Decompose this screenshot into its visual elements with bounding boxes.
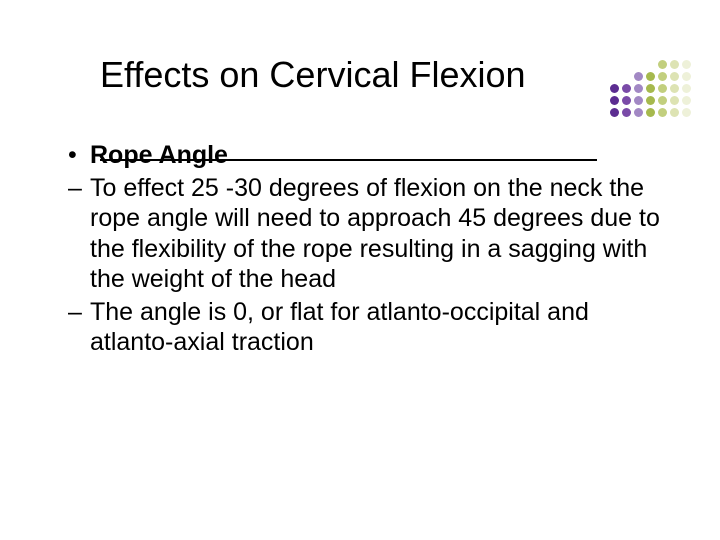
dot-icon — [610, 108, 619, 117]
dot-icon — [658, 84, 667, 93]
dash-text: The angle is 0, or flat for atlanto-occi… — [90, 297, 663, 358]
dot-icon — [634, 72, 643, 81]
dot-icon — [670, 108, 679, 117]
dot-icon — [634, 108, 643, 117]
dash-text: To effect 25 -30 degrees of flexion on t… — [90, 173, 663, 295]
dot-icon — [670, 60, 679, 69]
dot-icon — [682, 84, 691, 93]
dot-icon — [622, 96, 631, 105]
dot-icon — [682, 108, 691, 117]
dot-icon — [646, 96, 655, 105]
decorative-dot-grid — [610, 60, 692, 118]
bullet-item: • Rope Angle — [68, 140, 663, 171]
dot-icon — [610, 96, 619, 105]
dot-icon — [658, 72, 667, 81]
slide: Effects on Cervical Flexion • Rope Angle… — [0, 0, 720, 540]
dot-icon — [646, 84, 655, 93]
slide-title: Effects on Cervical Flexion — [100, 54, 620, 96]
dot-icon — [670, 72, 679, 81]
dot-icon — [658, 108, 667, 117]
dot-icon — [670, 96, 679, 105]
dot-icon — [646, 72, 655, 81]
dot-icon — [658, 96, 667, 105]
dot-icon — [646, 108, 655, 117]
dash-symbol: – — [68, 297, 90, 358]
dot-icon — [682, 72, 691, 81]
dot-icon — [634, 96, 643, 105]
dash-symbol: – — [68, 173, 90, 295]
bullet-heading: Rope Angle — [90, 140, 228, 171]
dot-icon — [622, 108, 631, 117]
dot-icon — [610, 84, 619, 93]
dot-icon — [670, 84, 679, 93]
dot-icon — [622, 84, 631, 93]
dot-icon — [634, 84, 643, 93]
dot-icon — [682, 60, 691, 69]
bullet-symbol: • — [68, 140, 90, 171]
dot-icon — [682, 96, 691, 105]
body-text: • Rope Angle – To effect 25 -30 degrees … — [68, 140, 663, 358]
dash-item: – The angle is 0, or flat for atlanto-oc… — [68, 297, 663, 358]
dot-icon — [658, 60, 667, 69]
title-area: Effects on Cervical Flexion — [100, 54, 620, 96]
dash-item: – To effect 25 -30 degrees of flexion on… — [68, 173, 663, 295]
